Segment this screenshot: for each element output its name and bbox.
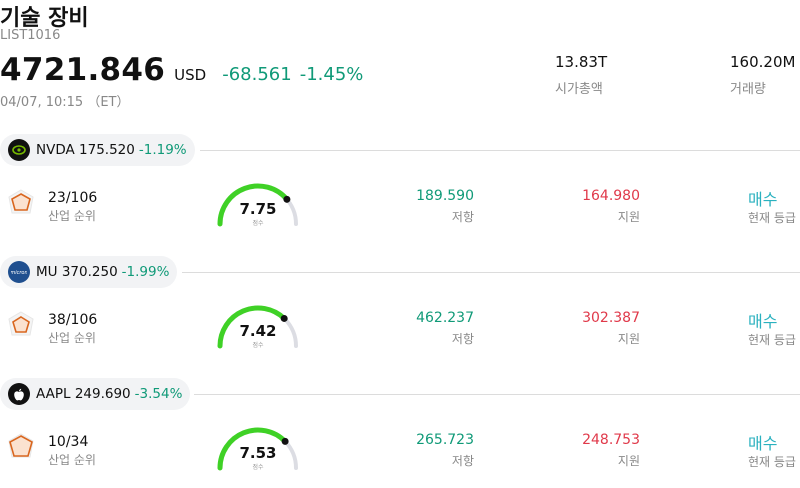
index-price: 4721.846 (0, 52, 166, 88)
score-label: 점수 (252, 220, 264, 227)
timestamp: 04/07, 10:15 （ET） (0, 95, 130, 110)
industry-rank-icon (8, 189, 34, 214)
nvidia-logo-icon (8, 139, 30, 161)
rating-label: 현재 등급 (748, 333, 796, 347)
volume-label: 거래량 (730, 82, 766, 97)
rating-signal[interactable]: 매수 (748, 190, 778, 209)
market-cap-stat: 13.83T 시가총액 (555, 53, 607, 97)
page-title: 기술 장비 (0, 6, 89, 31)
score-gauge (217, 305, 298, 349)
industry-rank-label: 산업 순위 (48, 453, 96, 467)
stock-change-pct: -1.19% (138, 142, 187, 158)
score-gauge (217, 183, 298, 227)
support-label: 지원 (617, 332, 640, 346)
industry-rank-icon (8, 433, 34, 458)
rating-signal[interactable]: 매수 (748, 434, 778, 453)
industry-rank-icon (8, 311, 34, 336)
score-label: 점수 (252, 342, 264, 349)
support-value: 302.387 (582, 310, 640, 326)
score-value: 7.42 (239, 322, 277, 340)
volume-value: 160.20M (730, 53, 796, 71)
stock-pill[interactable]: AAPL 249.690 -3.54% (0, 378, 191, 410)
score-gauge (217, 427, 298, 471)
stock-ticker: MU 370.250 (36, 264, 118, 280)
market-cap-value: 13.83T (555, 53, 608, 71)
stock-change-pct: -3.54% (134, 386, 183, 402)
price-currency: USD (174, 66, 207, 84)
price-row: 4721.846 USD -68.561 -1.45% (0, 52, 363, 88)
divider (182, 272, 800, 273)
resistance-label: 저항 (451, 454, 474, 468)
svg-text:micron: micron (11, 270, 27, 276)
resistance-value: 189.590 (416, 188, 474, 204)
apple-logo-icon (8, 383, 30, 405)
market-cap-label: 시가총액 (555, 82, 603, 97)
divider (194, 394, 800, 395)
score-value: 7.53 (239, 444, 277, 462)
industry-rank-value: 38/106 (48, 312, 98, 328)
resistance-label: 저항 (451, 210, 474, 224)
stock-ticker: NVDA 175.520 (36, 142, 135, 158)
micron-logo-icon: micron (8, 261, 30, 283)
stock-change-pct: -1.99% (121, 264, 170, 280)
industry-rank-label: 산업 순위 (48, 331, 96, 345)
industry-rank-value: 23/106 (48, 190, 98, 206)
stock-pill[interactable]: micron MU 370.250 -1.99% (0, 256, 178, 288)
support-value: 248.753 (582, 432, 640, 448)
score-label: 점수 (252, 464, 264, 471)
rating-signal[interactable]: 매수 (748, 312, 778, 331)
score-value: 7.75 (239, 200, 277, 218)
price-change-pct: -1.45% (299, 64, 364, 85)
stock-ticker: AAPL 249.690 (36, 386, 131, 402)
divider (200, 150, 800, 151)
index-code: LIST1016 (0, 28, 61, 43)
support-label: 지원 (617, 210, 640, 224)
resistance-value: 265.723 (416, 432, 474, 448)
resistance-label: 저항 (451, 332, 474, 346)
stock-group: NVDA 175.520 -1.19% 23/106 산업 순위 7.75 점수… (0, 134, 800, 256)
industry-rank-label: 산업 순위 (48, 209, 96, 223)
price-change: -68.561 (222, 64, 292, 85)
rating-label: 현재 등급 (748, 455, 796, 469)
industry-rank-value: 10/34 (48, 434, 89, 450)
stock-group: AAPL 249.690 -3.54% 10/34 산업 순위 7.53 점수 … (0, 378, 800, 488)
volume-stat: 160.20M 거래량 (730, 53, 795, 97)
rating-label: 현재 등급 (748, 211, 796, 225)
support-value: 164.980 (582, 188, 640, 204)
stock-group: micron MU 370.250 -1.99% 38/106 산업 순위 7.… (0, 256, 800, 378)
support-label: 지원 (617, 454, 640, 468)
resistance-value: 462.237 (416, 310, 474, 326)
stock-pill[interactable]: NVDA 175.520 -1.19% (0, 134, 195, 166)
